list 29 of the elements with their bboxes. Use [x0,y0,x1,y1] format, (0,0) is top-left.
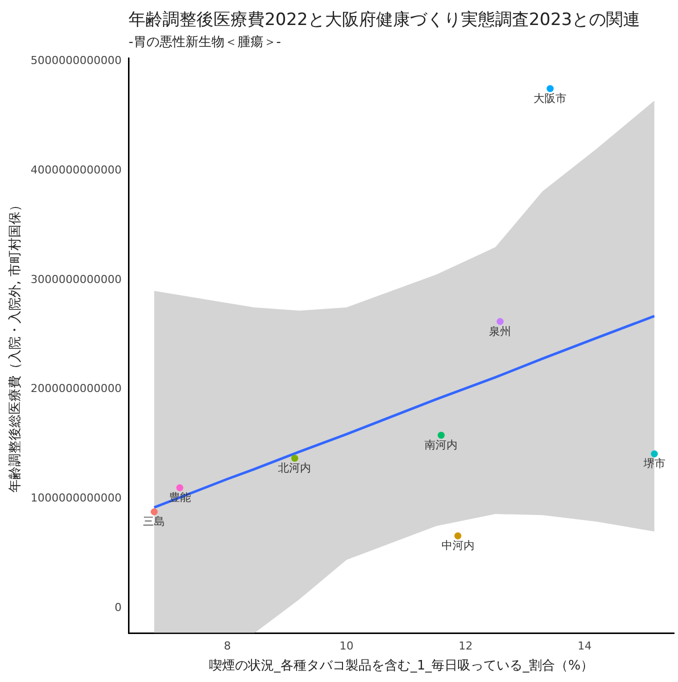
x-axis-title: 喫煙の状況_各種タバコ製品を含む_1_毎日吸っている_割合（%） [208,658,594,674]
series-label: 北河内 [278,462,312,475]
point [150,508,158,516]
point [291,454,298,462]
point [176,484,184,492]
point [454,532,462,540]
series-label: 堺市 [642,457,666,470]
chart-subtitle: -胃の悪性新生物＜腫瘍＞- [128,34,282,50]
x-tick-label: 14 [578,640,592,653]
chart-title: 年齢調整後医療費2022と大阪府健康づくり実態調査2023との関連 [128,10,640,30]
x-tick-label: 8 [224,640,231,653]
series-label: 三島 [143,515,166,528]
series-label: 南河内 [424,438,458,452]
y-tick-label: 3000000000000 [30,272,122,286]
x-tick-label: 12 [458,640,473,653]
series-label: 中河内 [441,539,474,552]
point [496,318,504,326]
y-tick-label: 4000000000000 [30,163,122,176]
y-tick-label: 0 [114,600,122,614]
series-label: 泉州 [489,324,512,338]
point [546,85,554,92]
y-tick-label: 5000000000000 [30,54,122,68]
y-tick-label: 2000000000000 [30,382,122,396]
x-tick-label: 10 [340,640,354,653]
point [438,432,445,439]
series-label: 大阪市 [534,92,567,105]
y-axis-title: 年齢調整後総医療費（入院・入院外, 市町村国保） [8,198,24,493]
y-tick-label: 1000000000000 [30,492,122,505]
point [650,450,658,458]
